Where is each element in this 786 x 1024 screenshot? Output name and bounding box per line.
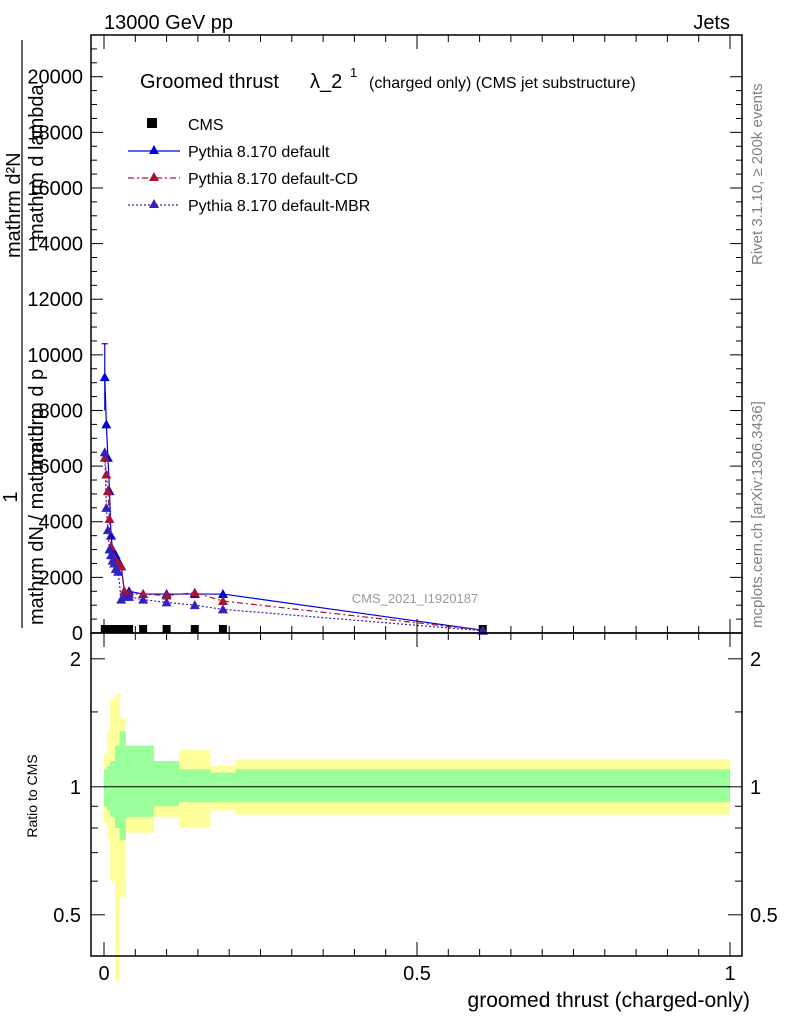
x-tick-label: 0	[98, 963, 109, 985]
ratio-band-inner	[235, 769, 730, 803]
y-tick-label-main: 4000	[39, 512, 84, 534]
series-mbr-marker	[101, 502, 112, 512]
side-label-rivet: Rivet 3.1.10, ≥ 200k events	[749, 83, 766, 265]
series-cd-marker	[189, 587, 200, 597]
series-mbr-marker	[99, 447, 110, 457]
ratio-y-label: Ratio to CMS	[24, 754, 40, 837]
y-tick-label-main: 14000	[27, 234, 83, 256]
ratio-band-inner	[110, 760, 115, 817]
legend-marker-cms	[147, 118, 157, 128]
ratio-band-inner	[179, 769, 211, 803]
ratio-panel: 0 0.5 1 0.5 0.5 1 1 2 2	[53, 632, 778, 985]
y-tick-label-ratio-right: 1	[750, 777, 761, 799]
legend-label-mbr: Pythia 8.170 default-MBR	[188, 198, 370, 215]
y-tick-label-ratio: 2	[70, 649, 81, 671]
process-label: Jets	[693, 12, 730, 34]
series-mbr-marker	[217, 604, 228, 614]
y-tick-label-ratio: 1	[70, 777, 81, 799]
legend-marker-default	[149, 145, 159, 154]
y-tick-label-ratio-right: 2	[750, 649, 761, 671]
ratio-band-inner	[125, 745, 155, 817]
y-tick-label-main: 20000	[27, 67, 83, 89]
series-mbr-marker	[106, 550, 117, 560]
cms-data-point	[125, 625, 134, 633]
series-mbr-marker	[104, 544, 115, 554]
legend-marker-cd	[149, 172, 159, 181]
ratio-band-inner	[107, 765, 111, 811]
series-cd-marker	[104, 513, 115, 523]
ratio-band-inner	[154, 760, 180, 807]
ratio-data-layer	[104, 694, 730, 981]
y-tick-label-main: 16000	[27, 178, 83, 200]
x-tick-label: 0.5	[403, 963, 431, 985]
y-tick-label-main: 0	[72, 623, 83, 645]
y-tick-label-ratio: 0.5	[53, 905, 81, 927]
series-mbr-marker	[102, 525, 113, 535]
title-suffix: (charged only) (CMS jet substructure)	[369, 75, 636, 92]
x-tick-label: 1	[724, 963, 735, 985]
series-mbr-marker	[161, 597, 172, 607]
ratio-band-inner	[210, 772, 236, 803]
side-label-mcplots: mcplots.cern.ch [arXiv:1306.3436]	[749, 401, 766, 628]
ylabel-dp: mathrm d p	[26, 369, 48, 470]
ylabel-denominator: mathrm dN / mathrm d p	[26, 408, 48, 625]
main-y-label: 1 mathrm dN / mathrm d p mathrm d²N math…	[0, 40, 50, 628]
series-cd-marker	[101, 469, 112, 479]
series-mbr-marker	[189, 600, 200, 610]
y-tick-label-main: 6000	[39, 456, 84, 478]
y-tick-label-main: 10000	[27, 345, 83, 367]
y-tick-label-main: 12000	[27, 289, 83, 311]
y-tick-label-main: 2000	[39, 567, 84, 589]
cms-data-point	[190, 625, 199, 633]
series-cd-marker	[161, 590, 172, 600]
legend-label-cms: CMS	[188, 117, 224, 134]
legend-label-default: Pythia 8.170 default	[188, 144, 330, 161]
beam-label: 13000 GeV pp	[104, 12, 233, 34]
legend-marker-mbr	[149, 199, 159, 208]
legend-label-cd: Pythia 8.170 default-CD	[188, 171, 358, 188]
ylabel-sub-t: T	[35, 234, 50, 242]
series-cd-marker	[217, 596, 228, 606]
series-mbr-marker	[138, 594, 149, 604]
ylabel-dlambda: mathrm d lambda	[26, 84, 48, 240]
ratio-ticks: 0 0.5 1 0.5 0.5 1 1 2 2	[53, 633, 778, 985]
analysis-id: CMS_2021_I1920187	[352, 591, 479, 606]
y-tick-label-main: 8000	[39, 400, 84, 422]
plot-title: Groomed thrust λ_2 1 (charged only) (CMS…	[140, 65, 636, 93]
ratio-band-inner	[119, 731, 126, 840]
cms-data-point	[139, 625, 148, 633]
series-mbr-marker	[109, 558, 120, 568]
y-tick-label-main: 18000	[27, 122, 83, 144]
series-default-marker	[101, 419, 112, 429]
series-mbr-marker	[113, 566, 124, 576]
title-sup: 1	[350, 65, 357, 80]
series-cd-marker	[138, 589, 149, 599]
series-default-marker	[217, 589, 228, 599]
main-data-layer	[99, 343, 488, 635]
legend: CMS Pythia 8.170 default Pythia 8.170 de…	[128, 117, 370, 215]
cms-data-point	[218, 625, 227, 633]
ylabel-one: 1	[0, 491, 22, 502]
x-axis-label: groomed thrust (charged-only)	[468, 989, 750, 1012]
ylabel-d2n: mathrm d²N	[3, 152, 25, 258]
ratio-band-inner	[104, 769, 108, 807]
title-lambda: λ_2	[310, 71, 342, 93]
cms-data-point	[120, 625, 129, 633]
main-ticks: 0 2000 4000 6000 8000 10000 12000 14000 16000 180…	[27, 35, 742, 645]
main-panel: 0 2000 4000 6000 8000 10000 12000 14000 16000 180…	[27, 34, 743, 645]
y-tick-label-ratio-right: 0.5	[750, 905, 778, 927]
series-mbr-marker	[124, 591, 135, 601]
ratio-band-outer	[114, 694, 120, 981]
title-main: Groomed thrust	[140, 71, 279, 93]
